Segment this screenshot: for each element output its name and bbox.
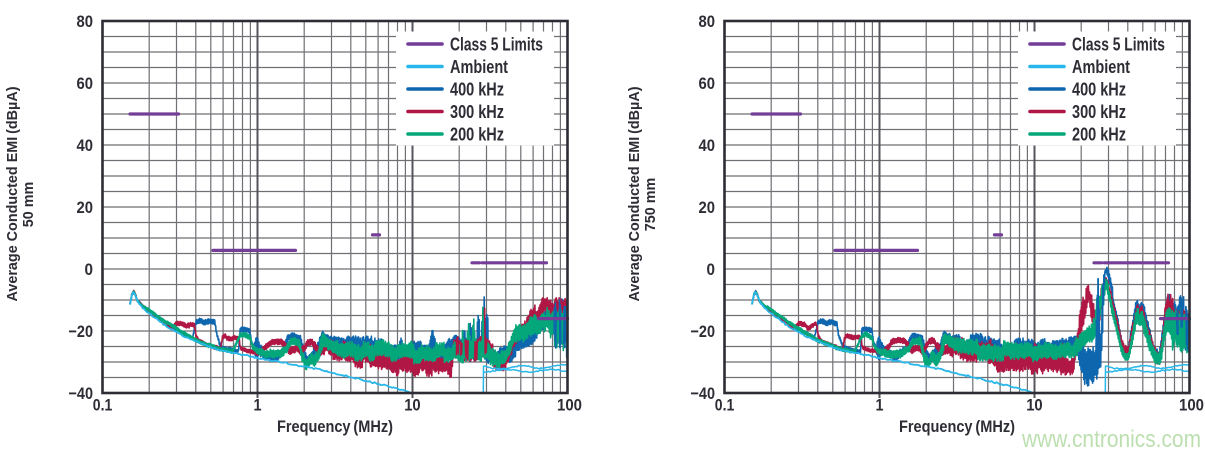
svg-text:60: 60 xyxy=(77,74,94,93)
svg-text:1: 1 xyxy=(876,396,884,415)
svg-text:40: 40 xyxy=(77,136,94,155)
svg-text:Average Conducted EMI (dBµA): Average Conducted EMI (dBµA) xyxy=(626,86,643,301)
svg-text:400 kHz: 400 kHz xyxy=(1072,80,1126,100)
svg-text:0.1: 0.1 xyxy=(93,396,113,415)
svg-text:Frequency (MHz): Frequency (MHz) xyxy=(277,417,393,436)
svg-text:www.cntronics.com: www.cntronics.com xyxy=(1021,426,1201,453)
svg-text:Ambient: Ambient xyxy=(450,57,508,77)
svg-text:1: 1 xyxy=(254,396,262,415)
svg-text:80: 80 xyxy=(77,12,94,31)
svg-text:Class 5 Limits: Class 5 Limits xyxy=(450,35,543,55)
svg-text:300 kHz: 300 kHz xyxy=(1072,102,1126,122)
svg-text:−40: −40 xyxy=(691,384,716,403)
svg-text:100: 100 xyxy=(1179,396,1204,415)
svg-text:300 kHz: 300 kHz xyxy=(450,102,504,122)
svg-text:750 mm: 750 mm xyxy=(642,178,659,232)
svg-text:200 kHz: 200 kHz xyxy=(1072,125,1126,145)
svg-text:0: 0 xyxy=(707,260,716,279)
svg-text:400 kHz: 400 kHz xyxy=(450,80,504,100)
svg-text:10: 10 xyxy=(404,396,421,415)
svg-text:Frequency (MHz): Frequency (MHz) xyxy=(899,417,1015,436)
svg-text:20: 20 xyxy=(699,198,716,217)
svg-text:0: 0 xyxy=(85,260,94,279)
svg-text:40: 40 xyxy=(699,136,716,155)
svg-text:Ambient: Ambient xyxy=(1072,57,1130,77)
svg-text:0.1: 0.1 xyxy=(715,396,735,415)
svg-text:20: 20 xyxy=(77,198,94,217)
svg-text:100: 100 xyxy=(557,396,582,415)
svg-text:200 kHz: 200 kHz xyxy=(450,125,504,145)
svg-text:Average Conducted EMI (dBµA): Average Conducted EMI (dBµA) xyxy=(4,86,21,301)
svg-text:80: 80 xyxy=(699,12,716,31)
svg-text:−40: −40 xyxy=(69,384,94,403)
svg-text:10: 10 xyxy=(1026,396,1043,415)
svg-text:−20: −20 xyxy=(691,322,716,341)
svg-text:Class 5 Limits: Class 5 Limits xyxy=(1072,35,1165,55)
svg-text:−20: −20 xyxy=(69,322,94,341)
svg-text:60: 60 xyxy=(699,74,716,93)
svg-text:50 mm: 50 mm xyxy=(20,182,37,228)
